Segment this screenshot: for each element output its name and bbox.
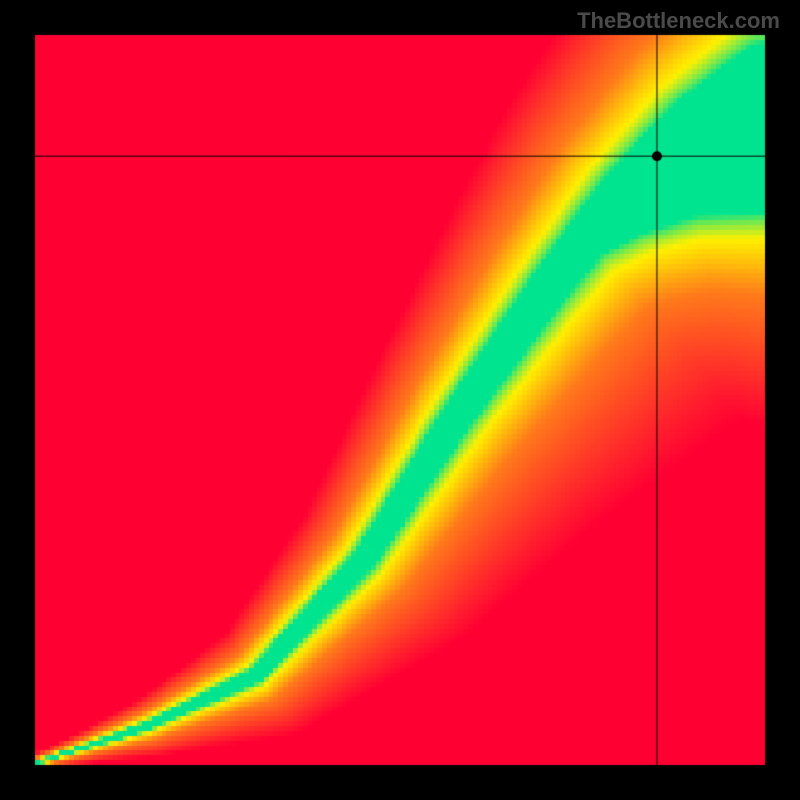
chart-container: TheBottleneck.com	[0, 0, 800, 800]
heatmap-canvas	[0, 0, 800, 800]
watermark-text: TheBottleneck.com	[577, 8, 780, 34]
